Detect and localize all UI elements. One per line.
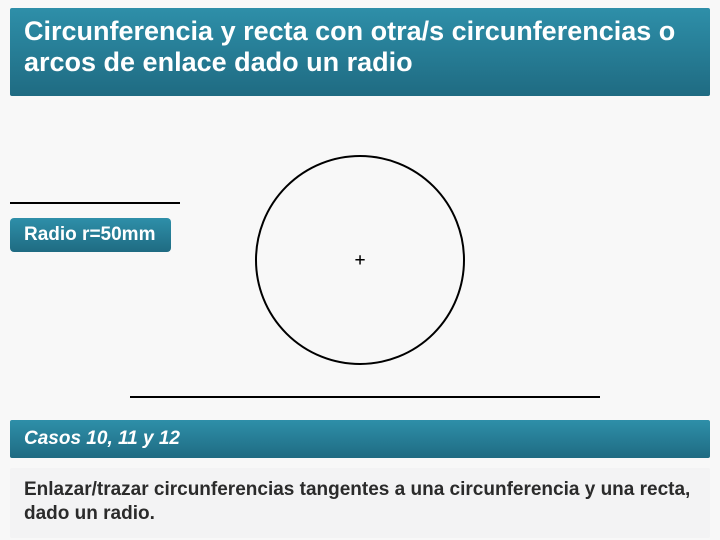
radius-label-text: Radio r=50mm xyxy=(24,224,155,245)
radius-label-pill: Radio r=50mm xyxy=(10,218,171,252)
description-text: Enlazar/trazar circunferencias tangentes… xyxy=(24,479,690,524)
given-line-segment xyxy=(10,202,180,204)
description-bar: Enlazar/trazar circunferencias tangentes… xyxy=(10,468,710,538)
cases-text: Casos 10, 11 y 12 xyxy=(24,428,180,449)
given-base-line xyxy=(130,396,600,398)
cases-bar: Casos 10, 11 y 12 xyxy=(10,420,710,458)
slide-title-bar: Circunferencia y recta con otra/s circun… xyxy=(10,8,710,96)
slide-title-text: Circunferencia y recta con otra/s circun… xyxy=(24,16,675,77)
circle-center-mark: + xyxy=(355,250,366,271)
